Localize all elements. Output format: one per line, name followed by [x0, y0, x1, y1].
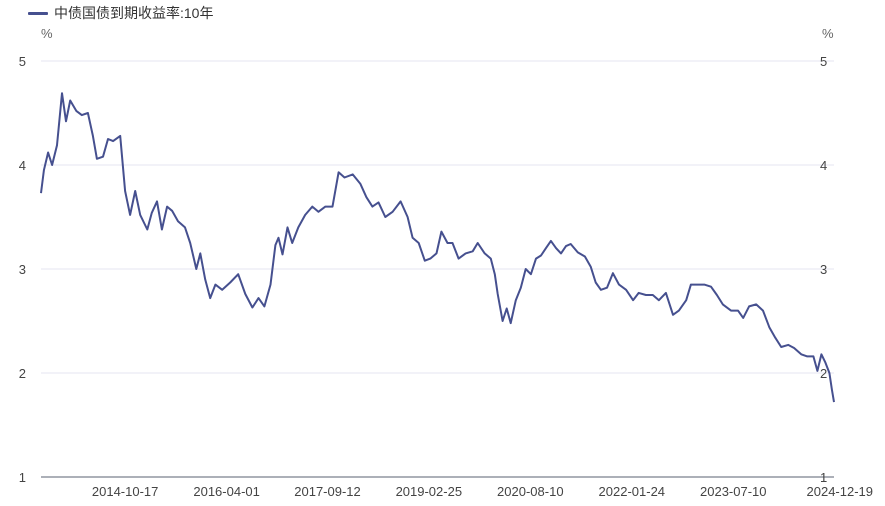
legend-label: 中债国债到期收益率:10年 — [54, 5, 214, 21]
y-tick-left: 4 — [19, 158, 26, 173]
legend[interactable]: 中债国债到期收益率:10年 — [28, 3, 213, 23]
x-tick-label: 2019-02-25 — [396, 484, 463, 499]
y-tick-right: 5 — [820, 54, 827, 69]
y-tick-left: 2 — [19, 366, 26, 381]
x-tick-label: 2022-01-24 — [599, 484, 666, 499]
y-tick-right: 3 — [820, 262, 827, 277]
series-line — [40, 92, 835, 403]
y-tick-right: 1 — [820, 470, 827, 485]
x-tick-label: 2020-08-10 — [497, 484, 564, 499]
y-tick-left: 1 — [19, 470, 26, 485]
y-unit-left: % — [41, 26, 53, 41]
x-tick-label: 2024-12-19 — [807, 484, 874, 499]
x-tick-label: 2016-04-01 — [193, 484, 260, 499]
x-tick-label: 2017-09-12 — [294, 484, 361, 499]
x-tick-label: 2014-10-17 — [92, 484, 159, 499]
y-unit-right: % — [822, 26, 834, 41]
y-tick-left: 5 — [19, 54, 26, 69]
y-tick-right: 4 — [820, 158, 827, 173]
x-tick-label: 2023-07-10 — [700, 484, 767, 499]
legend-swatch — [28, 11, 48, 15]
y-tick-left: 3 — [19, 262, 26, 277]
y-tick-right: 2 — [820, 366, 827, 381]
